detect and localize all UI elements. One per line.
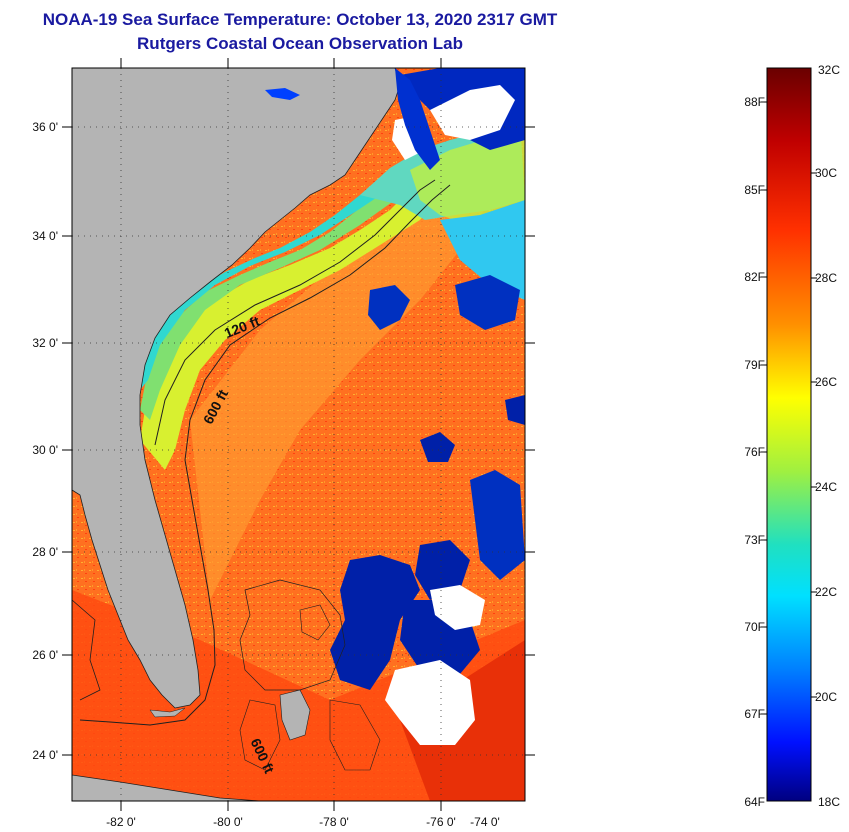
bahama-bank-outline: [239, 579, 346, 691]
isobath-florida-slope: [79, 459, 216, 726]
colorbar-ticks: [761, 101, 817, 715]
fahrenheit-labels: 88F 85F 82F 79F 76F 73F 70F 67F 64F: [744, 95, 765, 809]
isobath-120ft: [154, 179, 436, 446]
offshore-cool-water: [440, 200, 525, 300]
fahrenheit-label: 85F: [744, 183, 765, 197]
celsius-label: 20C: [815, 690, 837, 704]
lon-label: -82 0': [106, 815, 136, 829]
gulf-stream-band: [190, 200, 490, 600]
florida-keys: [149, 707, 186, 718]
inland-lake: [265, 88, 300, 100]
shelf-water-cyan: [140, 178, 388, 390]
isobath-gulf: [72, 599, 101, 701]
celsius-label: 32C: [818, 63, 840, 77]
fahrenheit-label: 79F: [744, 358, 765, 372]
celsius-label: 30C: [815, 166, 837, 180]
fahrenheit-label: 67F: [744, 707, 765, 721]
bank-outline-3: [239, 699, 281, 771]
map-subtitle: Rutgers Coastal Ocean Observation Lab: [137, 34, 463, 53]
celsius-label: 28C: [815, 271, 837, 285]
cloud-bahamas: [385, 660, 475, 745]
lat-label: 36 0': [32, 120, 58, 134]
lat-label: 26 0': [32, 648, 58, 662]
longitude-labels: -82 0' -80 0' -78 0' -76 0' -74 0': [106, 815, 500, 829]
pamlico-sound: [395, 68, 440, 170]
fahrenheit-label: 88F: [744, 95, 765, 109]
cold-patch-small: [420, 432, 455, 462]
lat-label: 30 0': [32, 443, 58, 457]
us-southeast-landmass: [72, 68, 401, 709]
map-grid: [72, 68, 525, 801]
lon-label: -78 0': [319, 815, 349, 829]
isobath-600ft: [184, 184, 451, 461]
sst-map-area: [72, 68, 525, 801]
temperature-colorbar: [766, 67, 812, 802]
celsius-label: 22C: [815, 585, 837, 599]
lon-label: -76 0': [426, 815, 456, 829]
cold-patch-far-east: [470, 470, 525, 580]
celsius-label: 24C: [815, 480, 837, 494]
celsius-labels: 32C 30C 28C 26C 24C 22C 20C 18C: [815, 63, 840, 809]
cold-patch-center: [415, 540, 470, 600]
fahrenheit-label: 76F: [744, 445, 765, 459]
fahrenheit-label: 73F: [744, 533, 765, 547]
lat-label: 32 0': [32, 336, 58, 350]
lon-label: -80 0': [213, 815, 243, 829]
cold-patch-bahamas: [330, 555, 420, 690]
shelf-water-yellow: [140, 175, 445, 470]
map-frame: [71, 67, 526, 802]
celsius-label: 18C: [818, 795, 840, 809]
lat-label: 28 0': [32, 545, 58, 559]
shelf-water-green: [140, 185, 395, 420]
bank-outline-4: [329, 699, 381, 771]
cold-patch-north-center: [455, 275, 520, 330]
latitude-labels: 36 0' 34 0' 32 0' 30 0' 28 0' 26 0' 24 0…: [32, 120, 58, 762]
cloud-north: [430, 85, 515, 140]
cloud-east: [430, 585, 485, 630]
cold-patch-mid: [368, 285, 410, 330]
map-title: NOAA-19 Sea Surface Temperature: October…: [42, 10, 558, 29]
fahrenheit-label: 82F: [744, 270, 765, 284]
lat-label: 24 0': [32, 748, 58, 762]
bank-outline-2: [299, 604, 331, 641]
cuba-landmass: [72, 774, 261, 801]
cold-patch-edge: [505, 395, 525, 425]
fahrenheit-label: 64F: [744, 795, 765, 809]
fahrenheit-label: 70F: [744, 620, 765, 634]
map-ticks: [62, 58, 535, 811]
lat-label: 34 0': [32, 229, 58, 243]
celsius-label: 26C: [815, 375, 837, 389]
lon-label: -74 0': [470, 815, 500, 829]
